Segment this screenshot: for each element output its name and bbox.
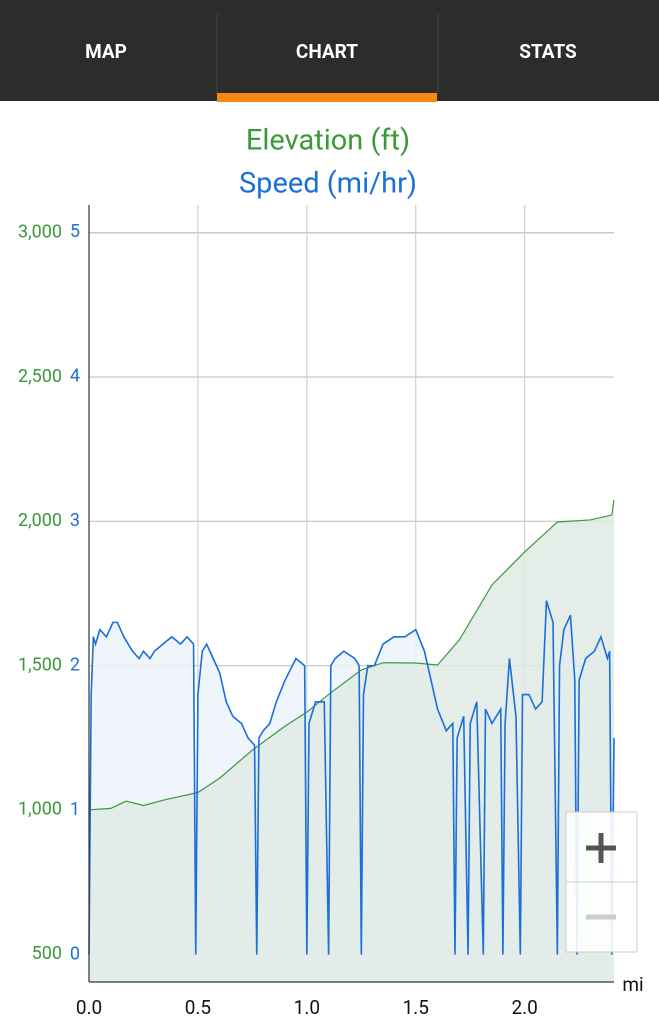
tab[interactable]: STATS: [519, 40, 577, 63]
y-tick-label: 500: [32, 943, 62, 964]
x-tick-label: 0.0: [76, 996, 102, 1019]
y-tick-label: 1,500: [18, 654, 62, 675]
y-tick-label: 2,500: [18, 366, 62, 387]
series-line: [88, 499, 615, 811]
x-tick-label: 1.0: [294, 996, 320, 1019]
y-tick-label: 3,000: [18, 222, 62, 243]
zoom-out-button[interactable]: [565, 881, 638, 953]
y2-tick-label: 0: [70, 943, 80, 964]
zoom-in-icon: [586, 833, 616, 863]
y2-tick-label: 5: [70, 221, 80, 242]
tab[interactable]: MAP: [85, 40, 127, 63]
tab-bar: [0, 0, 659, 101]
series-line: [88, 600, 615, 955]
y-tick-label: 1,000: [18, 799, 62, 820]
y2-tick-label: 2: [70, 654, 80, 675]
y2-tick-label: 4: [70, 366, 80, 387]
chart-title: Elevation (ft): [246, 124, 410, 158]
tab[interactable]: CHART: [296, 40, 358, 63]
y-tick-label: 2,000: [18, 510, 62, 531]
x-tick-label: 2.0: [511, 996, 537, 1019]
chart-title: Speed (mi/hr): [239, 167, 417, 201]
x-tick-label: 0.5: [185, 996, 211, 1019]
area-fill: [89, 500, 614, 982]
active-tab-indicator: [217, 93, 437, 102]
zoom-controls: [565, 811, 638, 953]
plot: 0.0 0.5 1.0 1.5 2.0 500 1,000 1,500 2,000 2,500 3,…: [18, 205, 615, 1019]
x-tick-label: 1.5: [403, 996, 429, 1019]
y2-tick-label: 1: [70, 799, 80, 820]
x-axis-label: mi: [622, 973, 643, 996]
y2-tick-label: 3: [70, 510, 80, 531]
